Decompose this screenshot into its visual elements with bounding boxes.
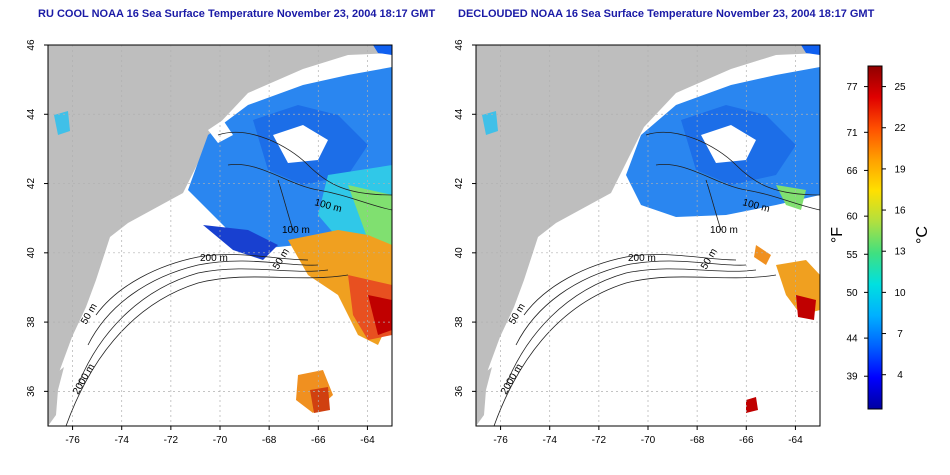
lon-tick-label: -64 <box>788 435 803 446</box>
contour-label: 100 m <box>282 225 310 236</box>
celsius-label: °C <box>913 226 931 244</box>
fahrenheit-tick-label: 44 <box>846 334 858 345</box>
lat-tick-label: 38 <box>26 316 37 328</box>
lon-tick-label: -64 <box>360 435 375 446</box>
lon-tick-label: -66 <box>739 435 754 446</box>
land-mass-cape <box>476 367 492 426</box>
contour-label: 200 m <box>200 253 228 264</box>
lon-tick-label: -76 <box>65 435 80 446</box>
lat-tick-label: 44 <box>454 108 465 120</box>
bathymetry-contours <box>65 131 392 426</box>
fahrenheit-tick-label: 77 <box>846 82 858 93</box>
celsius-tick-label: 25 <box>894 82 906 93</box>
celsius-tick-label: 19 <box>894 164 906 175</box>
graticule <box>476 45 820 426</box>
lat-tick-label: 40 <box>454 247 465 259</box>
lat-tick-label: 38 <box>454 316 465 328</box>
panel-title-raw: RU COOL NOAA 16 Sea Surface Temperature … <box>38 8 436 20</box>
fahrenheit-tick-label: 60 <box>846 212 858 223</box>
celsius-tick-label: 22 <box>894 123 906 134</box>
lat-tick-label: 36 <box>26 385 37 397</box>
fahrenheit-tick-label: 66 <box>846 166 858 177</box>
fahrenheit-tick-label: 71 <box>846 128 858 139</box>
lon-tick-label: -72 <box>592 435 607 446</box>
lat-tick-label: 42 <box>454 178 465 190</box>
lon-tick-label: -74 <box>114 435 129 446</box>
lat-tick-label: 46 <box>454 39 465 51</box>
celsius-tick-label: 4 <box>897 370 903 381</box>
graticule <box>48 45 392 426</box>
celsius-tick-label: 13 <box>894 247 906 258</box>
lon-tick-label: -76 <box>493 435 508 446</box>
bathymetry-contours <box>493 131 820 426</box>
land-mass <box>476 45 820 395</box>
lon-tick-label: -70 <box>213 435 228 446</box>
lon-tick-label: -72 <box>164 435 179 446</box>
axis-ticks: -76 -74 -72 -70 -68 -66 -64 36 38 40 42 44 46 <box>26 39 375 446</box>
fahrenheit-label: °F <box>829 226 847 244</box>
fahrenheit-tick-label: 39 <box>846 372 858 383</box>
land-mass <box>48 45 392 395</box>
lon-tick-label: -66 <box>311 435 326 446</box>
sst-swath-declouded <box>482 45 820 413</box>
fahrenheit-tick-label: 50 <box>846 288 858 299</box>
lat-tick-label: 42 <box>26 178 37 190</box>
contour-label: 200 m <box>628 253 656 264</box>
lat-tick-label: 46 <box>26 39 37 51</box>
fahrenheit-tick-label: 55 <box>846 250 858 261</box>
celsius-tick-label: 16 <box>894 206 906 217</box>
temperature-colorbar: 4 7 10 13 16 19 22 25 39 44 50 55 60 66 71 77 <box>846 65 906 410</box>
land-mass-cape <box>48 367 64 426</box>
celsius-tick-label: 10 <box>894 288 906 299</box>
contour-label: 100 m <box>710 225 738 236</box>
lat-tick-label: 36 <box>454 385 465 397</box>
axis-ticks: -76 -74 -72 -70 -68 -66 -64 36 38 40 42 44 46 <box>454 39 803 446</box>
lat-tick-label: 40 <box>26 247 37 259</box>
lat-tick-label: 44 <box>26 108 37 120</box>
lon-tick-label: -68 <box>690 435 705 446</box>
lon-tick-label: -68 <box>262 435 277 446</box>
celsius-tick-label: 7 <box>897 329 903 340</box>
panel-title-declouded: DECLOUDED NOAA 16 Sea Surface Temperatur… <box>458 8 875 20</box>
lon-tick-label: -70 <box>641 435 656 446</box>
lon-tick-label: -74 <box>542 435 557 446</box>
